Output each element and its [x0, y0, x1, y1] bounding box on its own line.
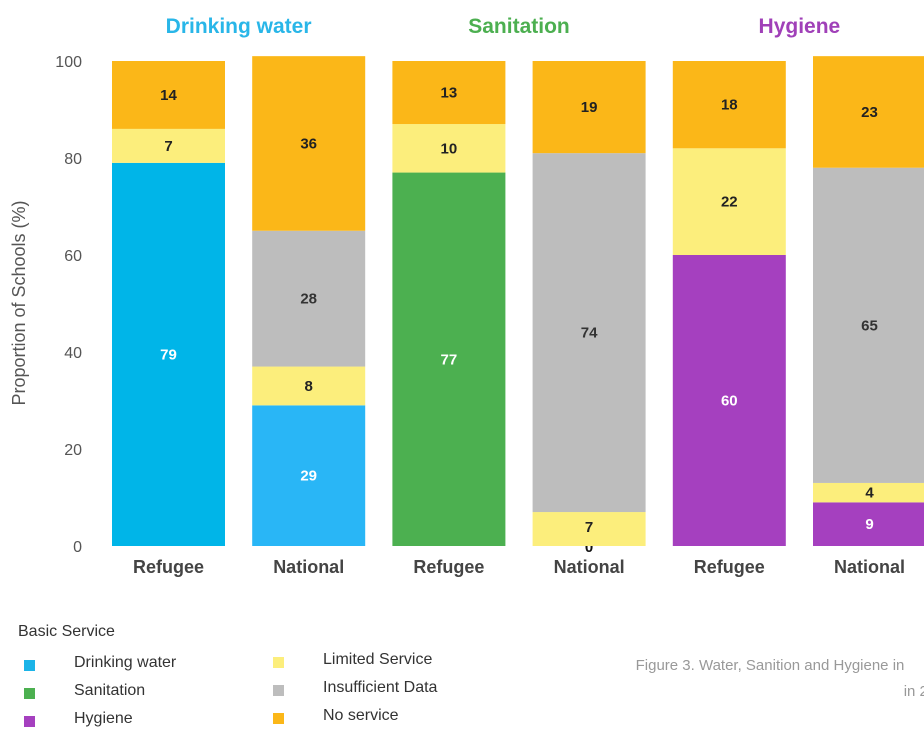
bar-value-label: 28 — [300, 291, 317, 308]
y-tick-label: 80 — [64, 151, 82, 168]
bar-value-label: 79 — [160, 346, 177, 363]
bar-value-label: 77 — [441, 351, 458, 368]
bars: 79 7 14 29 8 28 36 77 10 13 0 7 74 19 60 22 18 9 4 65 23 — [112, 56, 924, 556]
y-tick-label: 40 — [64, 345, 82, 362]
bar-segment — [813, 482, 924, 503]
category-label: National — [834, 557, 905, 577]
bar-value-label: 36 — [300, 135, 317, 152]
bar-segment — [813, 502, 924, 546]
bar-value-label: 19 — [581, 99, 598, 116]
bar-value-label: 7 — [164, 138, 172, 155]
bar-value-label: 29 — [300, 468, 317, 485]
legend-swatch — [273, 657, 284, 668]
legend-swatch — [273, 713, 284, 724]
bar-drinking-water-national: 29 8 28 36 — [252, 56, 366, 546]
legend-label: Sanitation — [74, 682, 146, 699]
caption-line-1: Figure 3. Water, Sanition and Hygiene in — [635, 657, 905, 674]
legend-label: No service — [323, 707, 399, 724]
group-title: Hygiene — [759, 15, 841, 38]
y-tick-label: 60 — [64, 248, 82, 265]
bar-value-label: 23 — [861, 104, 878, 121]
y-axis: 0 20 40 60 80 100 — [55, 54, 82, 556]
bar-value-label: 60 — [721, 393, 738, 410]
bar-value-label: 13 — [441, 85, 458, 102]
category-label: Refugee — [133, 557, 204, 577]
bar-segment — [392, 124, 506, 173]
bar-drinking-water-refugee: 79 7 14 — [112, 61, 225, 546]
legend-label: Limited Service — [323, 651, 433, 668]
category-label: National — [554, 557, 625, 577]
legend-swatch — [273, 685, 284, 696]
bar-segment — [392, 172, 506, 547]
bar-segment — [112, 162, 225, 546]
bar-segment — [112, 61, 225, 129]
bar-segment — [252, 366, 366, 406]
bar-value-label: 7 — [585, 519, 593, 536]
legend-swatch — [24, 660, 35, 671]
y-axis-title: Proportion of Schools (%) — [9, 200, 29, 405]
bar-segment — [813, 56, 924, 168]
bar-segment — [532, 512, 646, 546]
legend-swatch — [24, 688, 35, 699]
legend-swatch — [24, 716, 35, 727]
bar-segment — [112, 128, 225, 163]
y-tick-label: 20 — [64, 442, 82, 459]
bar-hygiene-refugee: 60 22 18 — [672, 61, 786, 546]
bar-value-label: 18 — [721, 97, 738, 114]
category-label: National — [273, 557, 344, 577]
bar-value-label: 8 — [305, 378, 313, 395]
bar-segment — [532, 153, 646, 513]
legend-heading: Basic Service — [18, 623, 115, 640]
bar-segment — [532, 61, 646, 154]
y-tick-label: 100 — [55, 54, 82, 71]
group-title: Sanitation — [468, 15, 570, 38]
bar-value-label: 14 — [160, 87, 177, 104]
bar-segment — [672, 61, 786, 149]
bar-value-label: 22 — [721, 194, 738, 211]
legend-label: Hygiene — [74, 710, 133, 727]
group-title: Drinking water — [166, 15, 312, 38]
bar-value-label: 65 — [861, 317, 878, 334]
bar-segment — [813, 167, 924, 483]
bar-segment — [252, 230, 366, 367]
bar-segment — [252, 56, 366, 231]
bar-sanitation-refugee: 77 10 13 — [392, 61, 506, 547]
bar-segment — [392, 61, 506, 125]
bar-segment — [252, 405, 366, 546]
group-titles: Drinking water Sanitation Hygiene — [166, 15, 841, 38]
bar-value-label: 0 — [585, 539, 593, 556]
bar-hygiene-national: 9 4 65 23 — [813, 56, 924, 546]
category-label: Refugee — [694, 557, 765, 577]
category-labels: Refugee National Refugee National Refugee Nat… — [133, 557, 905, 577]
category-label: Refugee — [413, 557, 484, 577]
figure-caption: Figure 3. Water, Sanition and Hygiene in… — [520, 653, 924, 705]
legend-label: Drinking water — [74, 654, 177, 671]
bar-value-label: 4 — [865, 485, 874, 502]
bar-segment — [672, 255, 786, 546]
bar-value-label: 9 — [865, 516, 873, 533]
legend-label: Insufficient Data — [323, 679, 438, 696]
bar-segment — [672, 148, 786, 255]
bar-sanitation-national: 0 7 74 19 — [532, 61, 646, 556]
bar-value-label: 10 — [441, 140, 458, 157]
bar-value-label: 74 — [581, 325, 598, 342]
caption-line-2: in 28 co — [903, 683, 924, 700]
y-tick-label: 0 — [73, 539, 82, 556]
